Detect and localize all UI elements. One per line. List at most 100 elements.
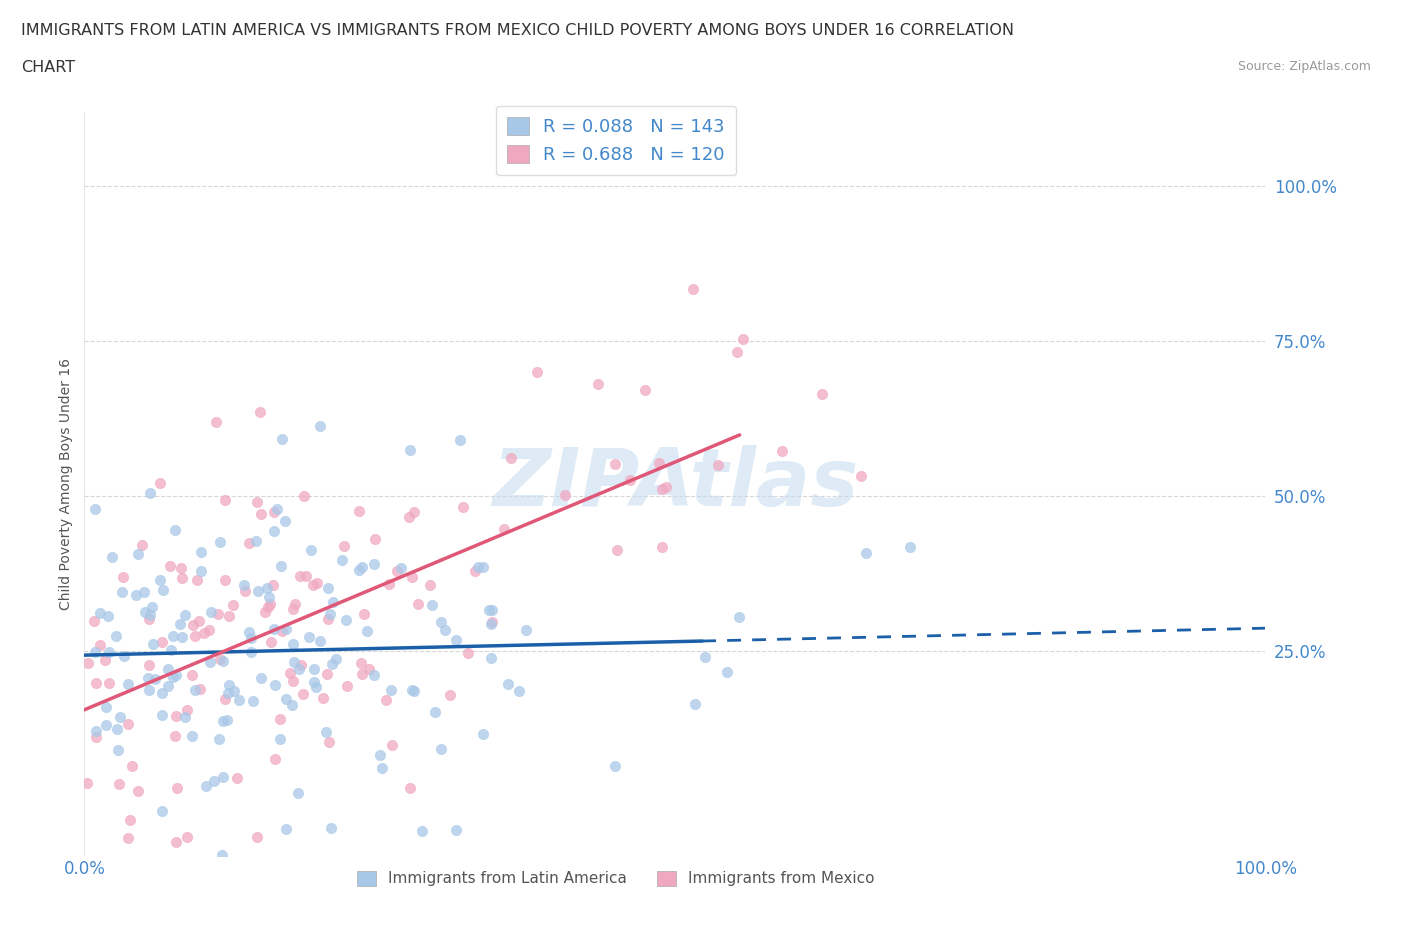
Point [385,564,408,578]
Point [157,661,180,676]
Point [283,602,305,617]
Point [290,658,312,672]
Point [257,600,280,615]
Point [302,662,325,677]
Point [433,622,456,637]
Text: Source: ZipAtlas.com: Source: ZipAtlas.com [1237,60,1371,73]
Point [214,692,236,707]
Point [350,656,373,671]
Point [246,583,269,598]
Point [159,643,181,658]
Point [212,769,235,784]
Point [401,683,423,698]
Point [281,673,304,688]
Point [125,588,148,603]
Point [150,634,173,649]
Point [112,570,135,585]
Point [254,604,277,619]
Point [651,540,673,555]
Point [77,656,100,671]
Point [204,414,226,429]
Point [444,632,467,647]
Point [399,781,422,796]
Point [207,607,229,622]
Point [270,558,292,573]
Point [472,726,495,741]
Point [606,543,628,558]
Point [117,830,139,845]
Text: IMMIGRANTS FROM LATIN AMERICA VS IMMIGRANTS FROM MEXICO CHILD POVERTY AMONG BOYS: IMMIGRANTS FROM LATIN AMERICA VS IMMIGRA… [21,23,1014,38]
Point [170,560,193,575]
Point [170,630,193,644]
Point [263,678,285,693]
Point [195,778,218,793]
Point [86,724,108,738]
Point [315,666,337,681]
Point [515,622,537,637]
Point [851,468,873,483]
Point [238,624,260,639]
Point [479,651,502,666]
Point [371,760,394,775]
Point [262,578,284,592]
Point [260,635,283,650]
Point [315,725,337,740]
Point [94,718,117,733]
Point [138,612,160,627]
Point [94,652,117,667]
Point [283,636,305,651]
Point [430,615,453,630]
Point [121,758,143,773]
Point [811,387,834,402]
Point [218,608,240,623]
Point [183,683,205,698]
Point [145,671,167,686]
Point [770,444,793,458]
Point [169,617,191,631]
Point [131,538,153,552]
Point [159,558,181,573]
Point [107,743,129,758]
Point [83,501,105,516]
Point [404,684,426,698]
Point [422,598,444,613]
Point [152,582,174,597]
Point [209,535,232,550]
Point [586,377,609,392]
Point [225,770,247,785]
Point [198,622,221,637]
Point [321,657,343,671]
Point [402,505,425,520]
Point [150,804,173,818]
Point [603,758,626,773]
Point [208,651,231,666]
Point [419,578,441,592]
Point [411,824,433,839]
Point [108,777,131,791]
Point [184,629,207,644]
Y-axis label: Child Poverty Among Boys Under 16: Child Poverty Among Boys Under 16 [59,358,73,609]
Point [249,671,271,685]
Point [181,618,204,632]
Point [508,684,530,698]
Point [105,722,128,737]
Point [335,612,357,627]
Point [110,585,132,600]
Point [176,830,198,844]
Point [406,596,429,611]
Point [274,514,297,529]
Point [281,698,304,712]
Point [472,560,495,575]
Point [387,858,409,873]
Text: ZIPAtlas: ZIPAtlas [492,445,858,523]
Point [683,697,706,711]
Point [270,432,292,446]
Point [138,683,160,698]
Point [149,572,172,587]
Point [190,564,212,578]
Point [156,678,179,693]
Point [378,577,401,591]
Point [693,649,716,664]
Point [363,668,385,683]
Point [97,644,120,659]
